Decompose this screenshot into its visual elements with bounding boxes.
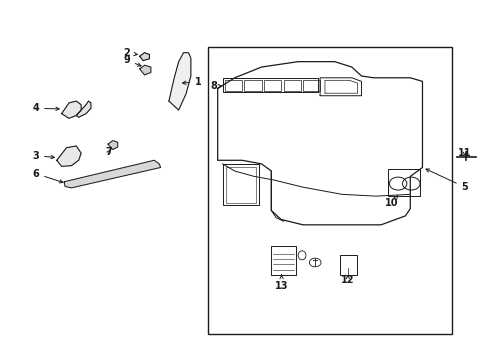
Text: 7: 7: [105, 147, 112, 157]
Polygon shape: [108, 140, 118, 149]
Text: 9: 9: [123, 55, 141, 66]
Text: 8: 8: [210, 81, 221, 91]
Bar: [224, 80, 242, 91]
Bar: [303, 80, 320, 91]
Text: 4: 4: [32, 103, 59, 113]
Text: 1: 1: [182, 77, 201, 87]
Polygon shape: [168, 53, 190, 110]
Bar: [244, 80, 261, 91]
Polygon shape: [61, 101, 81, 118]
Text: 13: 13: [274, 275, 288, 291]
Text: 12: 12: [341, 275, 354, 285]
Polygon shape: [57, 146, 81, 166]
Bar: [207, 47, 451, 334]
Bar: [387, 169, 419, 196]
Text: 10: 10: [384, 195, 398, 208]
Polygon shape: [140, 65, 151, 75]
Text: 2: 2: [123, 48, 137, 58]
Polygon shape: [64, 160, 160, 188]
Polygon shape: [140, 53, 149, 60]
Bar: [339, 255, 356, 275]
Text: 11: 11: [457, 148, 471, 158]
Text: 6: 6: [32, 168, 63, 183]
Bar: [264, 80, 281, 91]
Bar: [283, 80, 300, 91]
Bar: [225, 167, 256, 203]
Bar: [222, 164, 259, 205]
Bar: [222, 78, 317, 92]
Bar: [271, 246, 295, 275]
Polygon shape: [76, 101, 91, 117]
Text: 3: 3: [32, 150, 54, 161]
Text: 5: 5: [425, 169, 468, 192]
